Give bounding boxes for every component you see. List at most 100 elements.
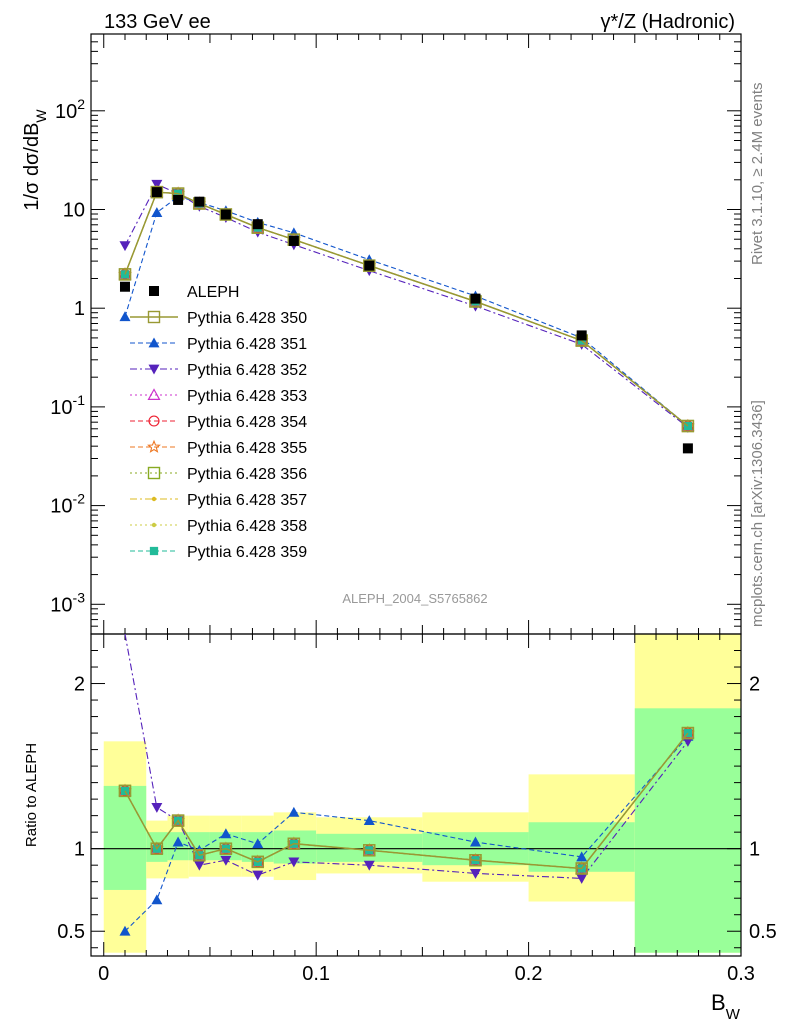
ratio-ytick-label-right: 0.5 xyxy=(749,921,777,943)
ratio-point xyxy=(288,806,300,817)
legend-label: Pythia 6.428 352 xyxy=(187,362,307,379)
data-point xyxy=(220,209,231,220)
band-inner-10 xyxy=(634,708,741,953)
x-axis-label: BW xyxy=(711,990,741,1023)
legend-marker-data xyxy=(149,286,159,296)
series-point xyxy=(150,185,164,199)
series-point xyxy=(219,208,233,221)
legend-marker xyxy=(151,496,157,502)
top-ytick-label-exp: -3 xyxy=(73,589,86,605)
legend-marker xyxy=(147,388,161,400)
ratio-point xyxy=(469,869,481,879)
ratio-point xyxy=(150,842,164,855)
ratio-xtick-label: 0.1 xyxy=(302,963,330,985)
series-point xyxy=(151,207,163,218)
ratio-ytick-label-right: 1 xyxy=(749,839,760,861)
ratio-uncertainty-bands xyxy=(103,634,741,953)
legend-marker xyxy=(147,466,161,480)
top-y-axis-label-text: 1/σ dσ/dB xyxy=(21,123,43,211)
data-point xyxy=(194,196,205,207)
ratio-panel-axes: 0 0.1 0.2 0.3 0.5 0.5 1 1 2 2 xyxy=(57,633,777,985)
ratio-y-axis-label: Ratio to ALEPH xyxy=(23,743,40,847)
header-title-right: γ*/Z (Hadronic) xyxy=(601,11,735,33)
data-point xyxy=(252,219,263,230)
legend-label: Pythia 6.428 359 xyxy=(187,544,307,561)
legend-label: Pythia 6.428 354 xyxy=(187,414,307,431)
analysis-id-label: ALEPH_2004_S5765862 xyxy=(342,591,487,606)
ratio-series-line xyxy=(124,732,689,870)
ratio-point xyxy=(363,815,375,825)
ratio-point xyxy=(120,786,130,795)
ratio-point xyxy=(251,855,264,869)
series-point xyxy=(151,179,163,190)
ratio-point xyxy=(252,838,264,849)
top-y-axis-label: 1/σ dσ/dBW xyxy=(21,109,49,211)
side-label-rivet: Rivet 3.1.10, ≥ 2.4M events xyxy=(749,83,766,266)
series-point xyxy=(683,421,693,431)
band-inner-0 xyxy=(103,785,147,890)
top-ytick-label: 10-3 xyxy=(50,589,85,616)
legend-marker xyxy=(148,415,160,427)
ratio-point xyxy=(681,726,695,740)
ratio-point xyxy=(469,836,481,847)
top-ytick-label: 10 xyxy=(63,199,85,221)
ratio-ytick-label-left: 0.5 xyxy=(57,921,85,943)
data-point xyxy=(288,235,299,246)
ratio-point xyxy=(220,828,232,839)
series-point xyxy=(118,268,132,281)
ratio-point xyxy=(682,736,694,747)
series-point xyxy=(363,259,376,272)
ratio-point xyxy=(252,870,264,881)
ratio-point xyxy=(151,894,163,905)
ratio-xtick-label: 0 xyxy=(98,963,109,985)
ratio-point xyxy=(193,849,206,862)
series-point xyxy=(119,241,131,252)
legend-marker xyxy=(151,522,157,528)
data-point xyxy=(119,281,130,292)
top-y-axis-label-sub: W xyxy=(33,109,49,123)
data-point xyxy=(470,293,481,304)
top-ytick-label: 10-2 xyxy=(50,491,85,518)
ratio-point xyxy=(118,784,132,798)
legend-marker xyxy=(147,310,161,324)
legend-label: Pythia 6.428 355 xyxy=(187,440,307,457)
series-point xyxy=(681,419,695,433)
ratio-point xyxy=(220,855,232,866)
top-panel-axes: 10-3 10-2 10-1 1 10 102 xyxy=(50,33,742,635)
top-series-lines xyxy=(118,179,695,454)
ratio-point xyxy=(575,862,588,875)
ratio-point xyxy=(288,857,300,868)
ratio-point xyxy=(151,802,163,813)
series-point xyxy=(120,270,130,279)
top-ytick-label: 10-1 xyxy=(50,392,85,419)
legend-label: Pythia 6.428 357 xyxy=(187,492,307,509)
legend-label: Pythia 6.428 356 xyxy=(187,466,307,483)
ratio-xtick-label: 0.3 xyxy=(727,963,755,985)
legend-label: Pythia 6.428 353 xyxy=(187,388,307,405)
ratio-xtick-label: 0.2 xyxy=(515,963,543,985)
data-point xyxy=(576,330,587,341)
ratio-point xyxy=(119,925,131,936)
ratio-point xyxy=(576,873,588,884)
ratio-series-lines xyxy=(118,633,695,936)
top-ytick-label-exp: -2 xyxy=(73,491,86,507)
ratio-point xyxy=(219,842,233,855)
top-ytick-label: 102 xyxy=(55,96,85,123)
ratio-ytick-label-right: 2 xyxy=(749,674,760,696)
ratio-point xyxy=(576,851,588,862)
ratio-point xyxy=(172,836,184,847)
data-point xyxy=(364,260,375,271)
series-point xyxy=(119,311,131,322)
ratio-point xyxy=(683,728,693,738)
ratio-point xyxy=(363,860,375,871)
top-ytick-label-exp: -1 xyxy=(73,392,86,408)
data-point xyxy=(173,194,184,205)
ratio-point xyxy=(193,860,205,871)
chart-legend: ALEPH Pythia 6.428 350 Pythia 6.428 351 Pyt… xyxy=(130,284,307,561)
top-ytick-label: 1 xyxy=(74,298,85,320)
legend-marker xyxy=(148,364,160,375)
ratio-ytick-label-left: 2 xyxy=(74,674,85,696)
legend-marker xyxy=(149,546,159,556)
data-point xyxy=(682,443,693,454)
